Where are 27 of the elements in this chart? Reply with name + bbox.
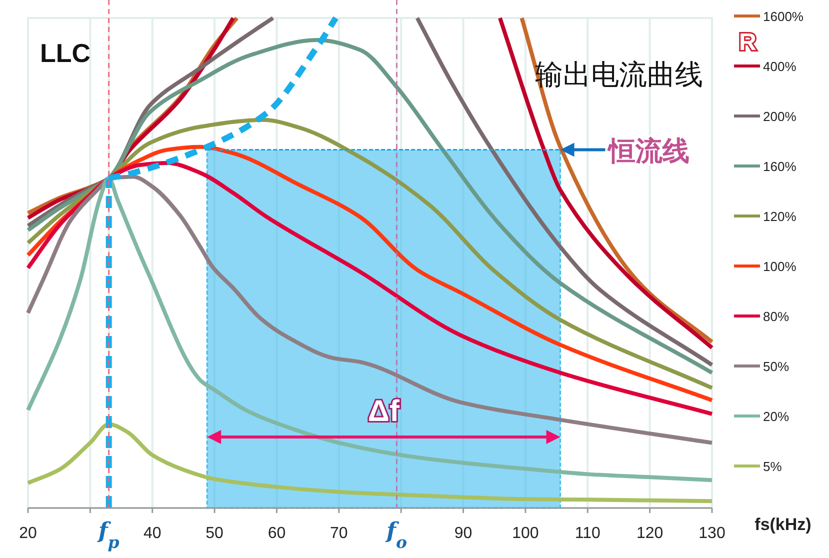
x-tick-label: 100 [512,525,539,542]
x-tick-label: f$_{o}$ [384,518,407,552]
x-tick-label: 90 [454,525,472,542]
legend-label: 160% [763,159,797,174]
legend-label: 80% [763,309,790,324]
annotation: Δf [368,395,400,428]
x-tick-label: 20 [19,525,37,542]
x-tick-label: 50 [206,525,224,542]
x-tick-label: 40 [143,525,162,542]
legend-label: 1600% [763,9,804,24]
legend-label: 5% [763,459,782,474]
x-tick-label: 60 [268,525,286,542]
legend-title: R [739,29,756,56]
legend-label: 200% [763,109,797,124]
text: LLC [40,38,91,68]
x-tick-label: 130 [698,525,726,542]
legend-label: 400% [763,59,797,74]
ref-line-label: 恒流线 [606,136,690,166]
legend-label: 120% [763,209,797,224]
x-tick-label: f$_{p}$ [96,518,120,552]
legend-label: 20% [763,409,790,424]
x-tick-label: 110 [574,525,600,542]
x-tick-label: 70 [330,525,348,542]
x-axis-title: fs(kHz) [754,515,812,534]
legend-label: 50% [763,359,790,374]
legend-label: 100% [763,259,797,274]
x-tick-label: 120 [636,525,664,542]
